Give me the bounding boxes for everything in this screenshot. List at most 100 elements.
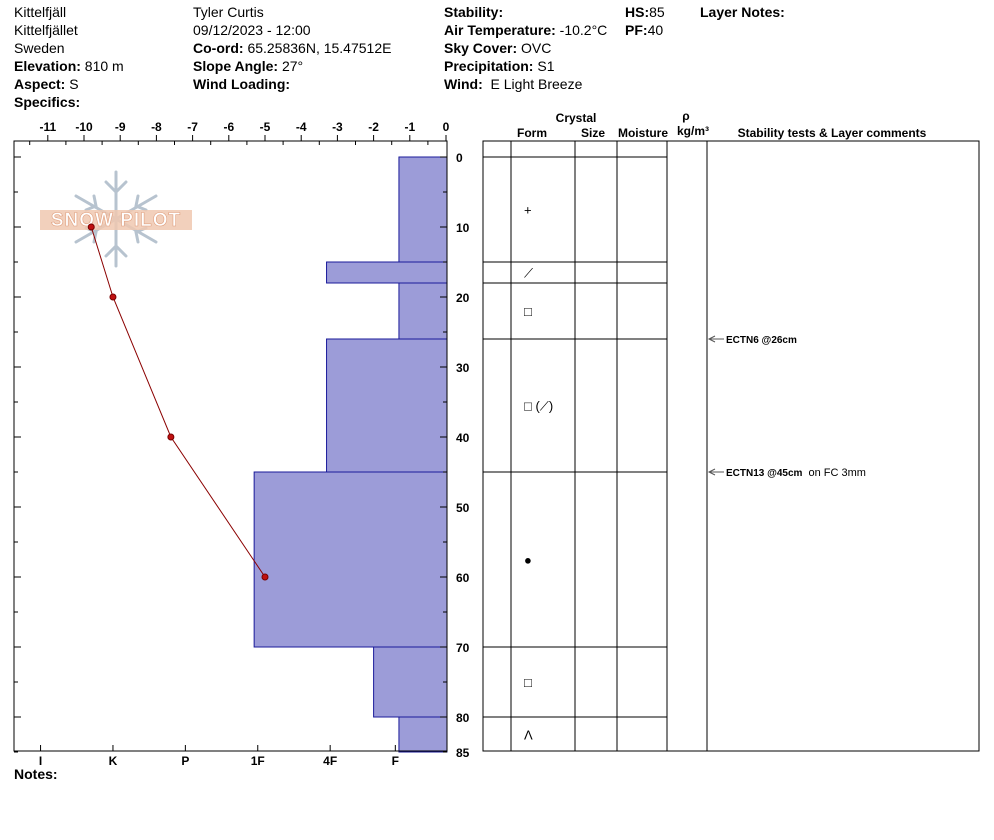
hardness-bar xyxy=(398,282,448,340)
temp-tick-label: -6 xyxy=(223,120,234,134)
stability-label: Stability: xyxy=(444,4,504,20)
watermark-band xyxy=(40,210,192,230)
hardness-bar xyxy=(326,261,448,284)
aspect-field: Aspect: S xyxy=(14,75,79,93)
depth-tick-label: 70 xyxy=(456,641,470,655)
depth-tick-label: 80 xyxy=(456,711,470,725)
precip-field: Precipitation: S1 xyxy=(444,57,554,75)
temp-tick-label: -3 xyxy=(332,120,343,134)
notes-field: Notes: xyxy=(14,765,58,783)
slope-label: Slope Angle: xyxy=(193,58,279,74)
table-frame xyxy=(482,140,980,752)
crystal-form-symbol: □ xyxy=(524,304,532,319)
air-temp-label: Air Temperature: xyxy=(444,22,556,38)
hs-field: HS:85 xyxy=(625,3,665,21)
temp-tick-label: -4 xyxy=(296,120,307,134)
plot-frame xyxy=(13,140,448,752)
temp-tick-label: -11 xyxy=(39,120,56,134)
observation-datetime: 09/12/2023 - 12:00 xyxy=(193,22,311,38)
hs-label: HS: xyxy=(625,4,650,20)
temperature-point xyxy=(261,573,269,581)
slope-field: Slope Angle: 27° xyxy=(193,57,303,75)
precip-label: Precipitation: xyxy=(444,58,534,74)
elevation-field: Elevation: 810 m xyxy=(14,57,124,75)
temperature-point xyxy=(87,223,95,231)
pf-label: PF: xyxy=(625,22,648,38)
temp-tick-label: -2 xyxy=(368,120,379,134)
aspect-value: S xyxy=(69,76,79,92)
header-moisture: Moisture xyxy=(618,126,668,140)
temp-tick-label: -5 xyxy=(260,120,271,134)
layer-notes-field: Layer Notes: xyxy=(700,3,785,21)
temperature-point xyxy=(109,293,117,301)
slope-value: 27° xyxy=(281,58,304,74)
air-temp-value: -10.2°C xyxy=(559,22,608,38)
layer-table: Crystal Form Size Moisture ρkg/m³ Stability t… xyxy=(482,109,980,752)
sky-cover-label: Sky Cover: xyxy=(444,40,518,56)
wind-label: Wind: xyxy=(444,76,483,92)
watermark-text: SNOW PILOT xyxy=(51,210,181,231)
location-name: Kittelfjäll xyxy=(14,4,67,20)
area-name: Kittelfjället xyxy=(14,22,78,38)
coord-value: 65.25836N, 15.47512E xyxy=(247,40,392,56)
crystal-form-symbol: ● xyxy=(524,553,532,568)
precip-value: S1 xyxy=(537,58,555,74)
country-name: Sweden xyxy=(14,40,65,56)
hardness-tick-label: K xyxy=(109,754,118,768)
observer-name: Tyler Curtis xyxy=(193,4,264,20)
header-comments: Stability tests & Layer comments xyxy=(738,126,927,140)
hardness-tick-label: P xyxy=(181,754,189,768)
coord-field: Co-ord: 65.25836N, 15.47512E xyxy=(193,39,391,57)
temp-tick-label: 0 xyxy=(443,120,450,134)
sky-cover-value: OVC xyxy=(521,40,552,56)
layer-notes-label: Layer Notes: xyxy=(700,4,785,20)
elevation-label: Elevation: xyxy=(14,58,81,74)
stability-test-text: ECTN13 @45cm on FC 3mm xyxy=(726,467,866,479)
sky-cover-field: Sky Cover: OVC xyxy=(444,39,551,57)
hardness-tick-label: 1F xyxy=(251,754,265,768)
crystal-form-symbol: □ xyxy=(524,675,532,690)
hardness-bar xyxy=(398,156,448,263)
hardness-bar xyxy=(253,471,448,648)
depth-tick-label: 50 xyxy=(456,501,470,515)
header-crystal: Crystal xyxy=(556,111,597,125)
hardness-tick-label: 4F xyxy=(323,754,337,768)
header-form: Form xyxy=(517,126,547,140)
temperature-point xyxy=(167,433,175,441)
snowpilot-watermark: SNOW PILOT xyxy=(40,170,192,268)
pf-value: 40 xyxy=(647,22,664,38)
depth-tick-label: 0 xyxy=(456,151,463,165)
hardness-temperature-plot: -11 -10 -9 -8 -7 -6 -5 -4 -3 -2 -1 0010203040506070… xyxy=(13,120,470,768)
header-density-unit: kg/m³ xyxy=(677,124,709,138)
air-temp-field: Air Temperature: -10.2°C xyxy=(444,21,607,39)
elevation-value: 810 m xyxy=(84,58,124,74)
hardness-bar xyxy=(398,716,448,753)
stability-arrow-head xyxy=(707,468,716,476)
temp-tick-label: -7 xyxy=(187,120,198,134)
header-size: Size xyxy=(581,126,605,140)
wind-loading-field: Wind Loading: xyxy=(193,75,290,93)
stability-arrow-head xyxy=(707,335,716,343)
depth-tick-label: 10 xyxy=(456,221,470,235)
aspect-label: Aspect: xyxy=(14,76,66,92)
hardness-bar xyxy=(326,338,448,473)
crystal-form-symbol: + xyxy=(524,203,532,218)
wind-loading-label: Wind Loading: xyxy=(193,76,291,92)
depth-tick-label: 20 xyxy=(456,291,470,305)
hardness-bar xyxy=(373,646,448,718)
crystal-form-symbol: □ (⟋) xyxy=(524,399,553,414)
stability-field: Stability: xyxy=(444,3,503,21)
temp-tick-label: -1 xyxy=(404,120,415,134)
temperature-line xyxy=(90,226,266,578)
stability-test-text: ECTN6 @26cm xyxy=(726,335,797,346)
temp-tick-label: -8 xyxy=(151,120,162,134)
stability-test-comment: on FC 3mm xyxy=(808,467,865,479)
header-rho: ρ xyxy=(682,109,689,123)
depth-tick-label: 85 xyxy=(456,746,470,760)
wind-field: Wind: E Light Breeze xyxy=(444,75,582,93)
wind-value: E Light Breeze xyxy=(490,76,583,92)
notes-label: Notes: xyxy=(14,766,58,782)
depth-tick-label: 60 xyxy=(456,571,470,585)
hardness-tick-label: F xyxy=(392,754,399,768)
